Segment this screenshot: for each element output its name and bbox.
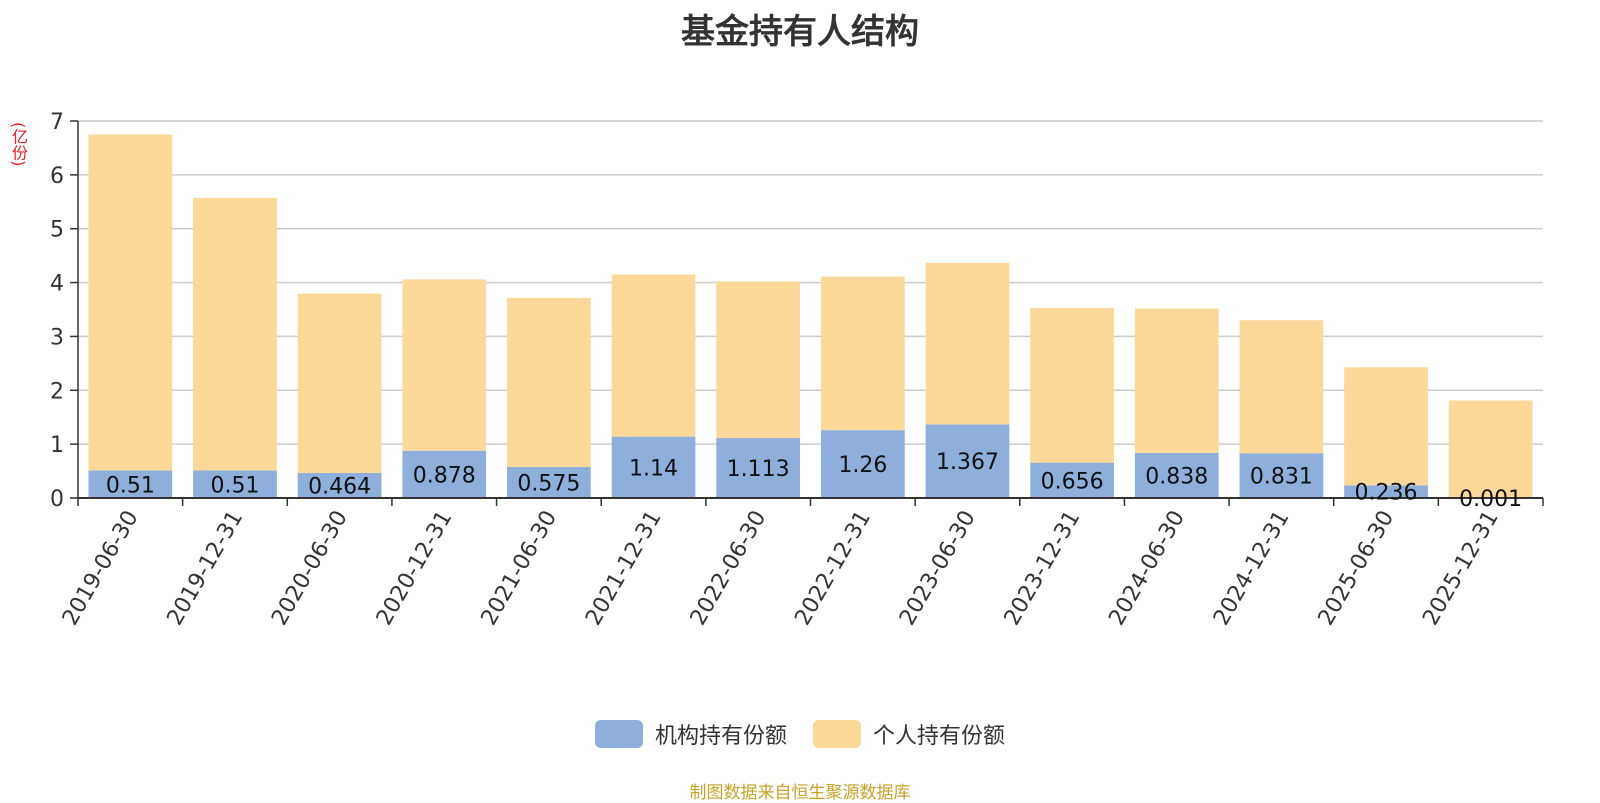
y-tick-label: 4	[50, 272, 64, 297]
data-label-institutional: 0.464	[308, 475, 371, 500]
x-tick-label: 2020-12-31	[372, 507, 458, 630]
x-tick-label: 2020-06-30	[267, 507, 353, 630]
legend: 机构持有份额 个人持有份额	[0, 718, 1600, 750]
x-tick-label: 2022-06-30	[686, 507, 772, 630]
x-tick-label: 2025-12-31	[1418, 507, 1504, 630]
bar-individual	[88, 134, 172, 470]
bar-individual	[716, 281, 800, 438]
bar-individual	[612, 274, 696, 436]
data-label-institutional: 0.878	[413, 463, 476, 488]
data-label-institutional: 0.838	[1145, 464, 1208, 489]
bar-individual	[507, 298, 591, 467]
legend-swatch-individual	[813, 720, 861, 748]
legend-item-individual[interactable]: 个人持有份额	[813, 718, 1005, 750]
data-label-institutional: 0.51	[106, 473, 155, 498]
y-tick-label: 2	[50, 379, 64, 404]
bar-individual	[926, 263, 1010, 425]
bar-individual	[1135, 309, 1219, 453]
data-source-note: 制图数据来自恒生聚源数据库	[0, 778, 1600, 803]
data-label-institutional: 1.26	[838, 453, 887, 478]
bar-individual	[402, 279, 486, 450]
bar-individual	[298, 294, 382, 473]
bar-individual	[1449, 400, 1533, 497]
data-label-institutional: 1.14	[629, 456, 678, 481]
data-label-institutional: 0.575	[517, 472, 580, 497]
data-label-institutional: 0.656	[1041, 469, 1104, 494]
x-tick-label: 2022-12-31	[790, 507, 876, 630]
x-tick-label: 2024-12-31	[1209, 507, 1295, 630]
x-tick-label: 2025-06-30	[1314, 507, 1400, 630]
data-label-institutional: 1.367	[936, 450, 999, 475]
legend-swatch-institutional	[595, 720, 643, 748]
bar-individual	[1344, 367, 1428, 485]
x-tick-label: 2024-06-30	[1104, 507, 1190, 630]
x-tick-label: 2021-12-31	[581, 507, 667, 630]
bar-individual	[821, 277, 905, 430]
bar-individual	[193, 198, 277, 471]
y-tick-label: 3	[50, 325, 64, 350]
legend-item-institutional[interactable]: 机构持有份额	[595, 718, 787, 750]
data-label-institutional: 0.831	[1250, 465, 1313, 490]
y-tick-label: 5	[50, 218, 64, 243]
data-label-institutional: 0.001	[1459, 487, 1522, 512]
bar-individual	[1240, 320, 1324, 453]
x-tick-label: 2023-12-31	[1000, 507, 1086, 630]
data-label-institutional: 0.236	[1355, 481, 1418, 506]
legend-label-institutional: 机构持有份额	[655, 718, 787, 750]
y-tick-label: 1	[50, 433, 64, 458]
x-tick-label: 2021-06-30	[477, 507, 563, 630]
y-tick-label: 7	[50, 110, 64, 135]
data-label-institutional: 0.51	[210, 473, 259, 498]
x-tick-label: 2019-12-31	[163, 507, 249, 630]
y-tick-label: 6	[50, 164, 64, 189]
y-tick-label: 0	[50, 487, 64, 512]
x-tick-label: 2023-06-30	[895, 507, 981, 630]
x-tick-label: 2019-06-30	[58, 507, 144, 630]
bar-individual	[1030, 308, 1114, 463]
data-label-institutional: 1.113	[727, 457, 790, 482]
legend-label-individual: 个人持有份额	[873, 718, 1005, 750]
